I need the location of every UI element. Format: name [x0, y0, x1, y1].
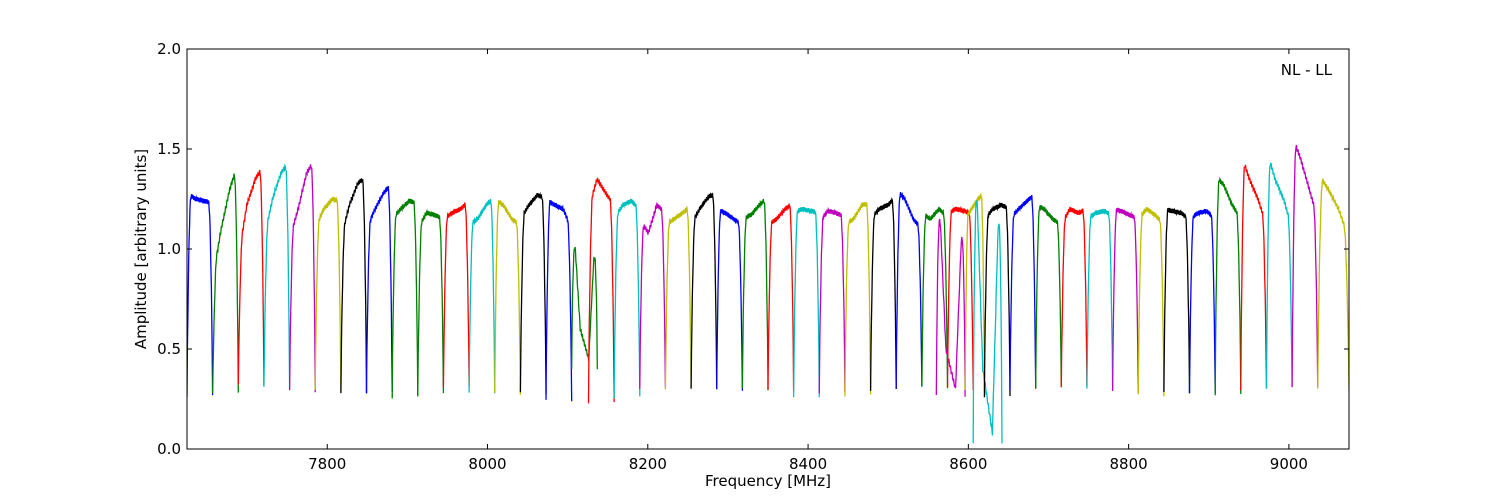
- channel-series-line: [664, 206, 692, 390]
- channel-series-line: [1317, 178, 1349, 390]
- channel-series-line: [1291, 144, 1319, 388]
- channel-series-line: [1009, 195, 1037, 391]
- channel-series-line: [818, 206, 846, 394]
- y-tick-label: 0.0: [157, 440, 181, 458]
- channel-series-line: [391, 197, 419, 399]
- channel-series-line: [494, 200, 522, 395]
- channel-series-line: [1060, 206, 1088, 388]
- x-tick-label: 8600: [949, 455, 987, 473]
- channel-series-line: [314, 196, 342, 392]
- channel-series-line: [211, 173, 239, 394]
- channel-series-line: [792, 206, 820, 398]
- channel-series-line: [365, 185, 393, 394]
- channel-series-line: [935, 218, 966, 397]
- channel-series-line: [1137, 206, 1165, 397]
- y-tick-label: 0.5: [157, 340, 181, 358]
- channel-series-line: [417, 208, 445, 396]
- x-axis-label: Frequency [MHz]: [705, 472, 831, 490]
- channel-series-line: [741, 198, 769, 391]
- y-tick-label: 2.0: [157, 40, 181, 58]
- channel-series-line: [869, 196, 897, 391]
- channel-series-line: [237, 169, 265, 386]
- channel-series-line: [613, 198, 641, 399]
- channel-series-line: [639, 202, 667, 389]
- channel-series-line: [716, 209, 744, 391]
- y-tick-label: 1.0: [157, 240, 181, 258]
- channel-series-line: [442, 202, 470, 388]
- x-tick-label: 8400: [789, 455, 827, 473]
- x-axis-ticks: 7800 8000 8200 8400 8600 8800 9000: [308, 49, 1308, 473]
- channel-series-line: [1035, 204, 1062, 389]
- channel-series-line: [767, 202, 795, 392]
- channel-series-line: [895, 191, 923, 388]
- channel-series-line: [263, 163, 291, 389]
- channel-series-line: [1214, 176, 1242, 396]
- y-tick-label: 1.5: [157, 140, 181, 158]
- channel-series-line: [1111, 207, 1139, 393]
- channel-series-line: [340, 178, 368, 394]
- channel-series-line: [587, 177, 615, 404]
- channel-series-line: [545, 200, 573, 402]
- channel-series-line: [844, 201, 872, 397]
- channel-series-line: [187, 194, 214, 398]
- channel-series-line: [1188, 208, 1216, 394]
- channel-series-line: [983, 201, 1011, 398]
- x-tick-label: 9000: [1270, 455, 1308, 473]
- channel-series-line: [1086, 208, 1114, 390]
- channel-series-line: [1265, 162, 1293, 389]
- channel-series-line: [921, 206, 949, 388]
- channel-series-line: [1163, 207, 1191, 394]
- x-tick-label: 8000: [468, 455, 506, 473]
- x-tick-label: 8200: [629, 455, 667, 473]
- y-axis-label: Amplitude [arbitrary units]: [132, 149, 150, 349]
- y-axis-ticks: 0.0 0.5 1.0 1.5 2.0: [157, 40, 1349, 458]
- channel-series-line: [1240, 164, 1268, 391]
- x-tick-label: 7800: [308, 455, 346, 473]
- channel-series-line: [964, 192, 986, 392]
- channel-series-line: [972, 200, 1003, 444]
- channel-series-line: [519, 191, 547, 395]
- channel-series-line: [571, 246, 598, 370]
- channel-series-line: [288, 164, 316, 393]
- x-tick-label: 8800: [1110, 455, 1148, 473]
- baseline-annotation: NL - LL: [1281, 61, 1333, 79]
- channel-series-line: [468, 198, 496, 394]
- channel-series-line: [690, 192, 718, 390]
- series-layer: [187, 144, 1349, 444]
